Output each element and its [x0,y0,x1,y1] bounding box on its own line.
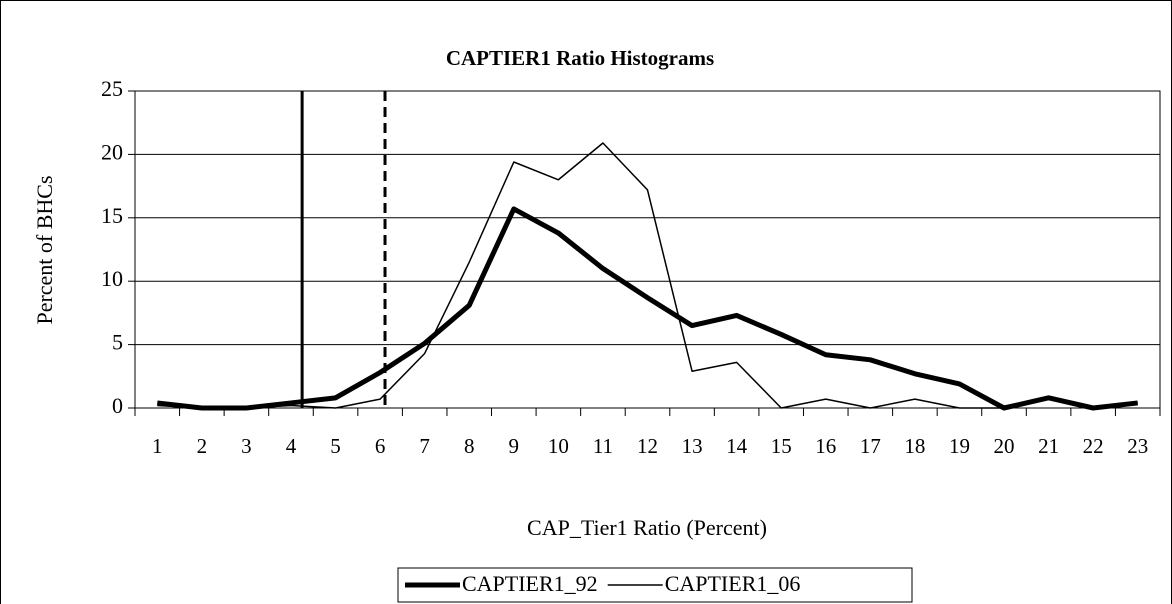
x-tick-label: 5 [330,434,341,458]
x-tick-label: 22 [1083,434,1104,458]
series-line [157,142,1138,409]
plot-area [134,90,1161,409]
x-tick-label: 16 [815,434,836,458]
x-tick-label: 8 [464,434,475,458]
x-tick-label: 4 [286,434,297,458]
y-tick-label: 10 [101,266,123,291]
y-tick-label: 5 [112,330,123,355]
x-tick-label: 2 [197,434,208,458]
x-tick-label: 14 [726,434,748,458]
x-tick-label: 1 [152,434,163,458]
x-tick-label: 20 [994,434,1015,458]
x-tick-label: 13 [682,434,703,458]
legend-label: CAPTIER1_06 [665,571,801,596]
y-tick-label: 25 [101,76,123,101]
x-tick-label: 21 [1038,434,1059,458]
x-axis-label: CAP_Tier1 Ratio (Percent) [527,515,767,540]
x-tick-label: 15 [771,434,792,458]
y-axis-label: Percent of BHCs [32,175,57,324]
x-tick-label: 9 [509,434,520,458]
x-tick-label: 23 [1127,434,1148,458]
series-line [156,206,1139,411]
y-tick-label: 20 [101,139,123,164]
y-tick-label: 15 [101,203,123,228]
x-tick-label: 6 [375,434,386,458]
chart-title: CAPTIER1 Ratio Histograms [446,46,714,70]
x-tick-label: 12 [637,434,658,458]
x-tick-label: 3 [241,434,252,458]
x-tick-label: 7 [419,434,430,458]
legend-label: CAPTIER1_92 [462,571,598,596]
x-tick-label: 19 [949,434,970,458]
x-tick-label: 17 [860,434,881,458]
x-tick-label: 18 [904,434,925,458]
y-tick-label: 0 [112,393,123,418]
x-tick-label: 11 [593,434,613,458]
x-tick-label: 10 [548,434,569,458]
